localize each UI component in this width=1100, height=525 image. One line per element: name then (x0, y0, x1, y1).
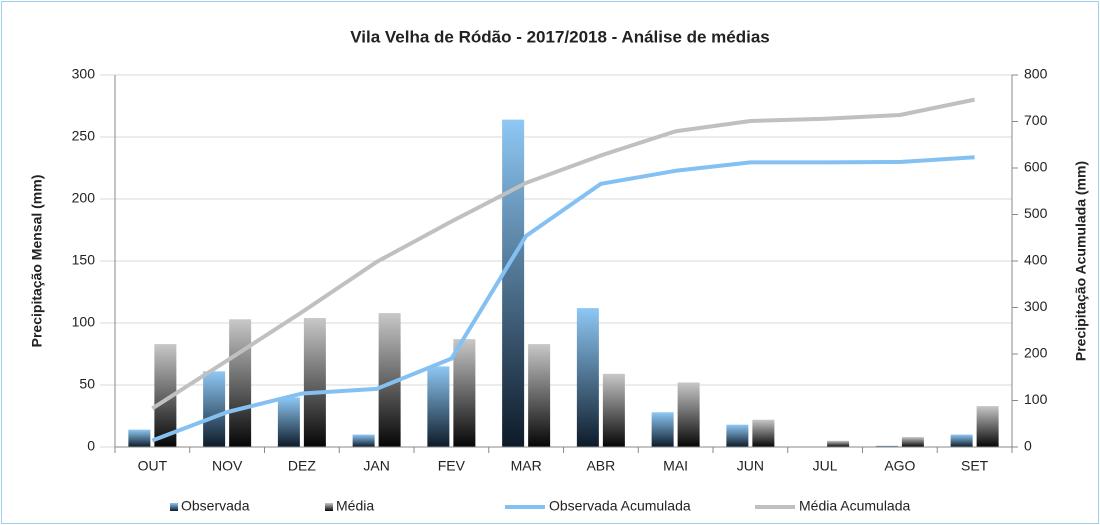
y2-tick-label: 500 (1024, 205, 1048, 221)
bar (303, 318, 326, 447)
bar (453, 339, 476, 447)
x-tick-label: ABR (586, 458, 615, 474)
bar (427, 366, 450, 447)
bar (502, 119, 525, 447)
y2-tick-label: 800 (1024, 66, 1048, 82)
y2-tick-label: 300 (1024, 298, 1048, 314)
y2-tick-label: 0 (1024, 438, 1032, 454)
y2-tick-label: 600 (1024, 159, 1048, 175)
y-tick-label: 250 (72, 128, 96, 144)
bar (677, 382, 700, 447)
legend-label: Observada (181, 498, 250, 514)
bar (154, 344, 177, 447)
y-tick-label: 300 (72, 66, 96, 82)
y-tick-label: 150 (72, 252, 96, 268)
bar (875, 445, 898, 447)
legend-label: Observada Acumulada (549, 498, 691, 514)
x-tick-label: DEZ (288, 458, 316, 474)
legend-label: Média Acumulada (799, 498, 911, 514)
x-tick-label: MAR (511, 458, 542, 474)
x-tick-label: AGO (884, 458, 915, 474)
bar (229, 319, 252, 447)
bar (827, 440, 850, 447)
bar (378, 313, 401, 447)
bar (752, 419, 775, 447)
bar (726, 424, 749, 447)
bar (352, 434, 375, 447)
bar (602, 373, 625, 447)
y2-tick-label: 200 (1024, 345, 1048, 361)
line (151, 97, 976, 411)
y2-tick-label: 400 (1024, 252, 1048, 268)
x-tick-label: JUN (737, 458, 764, 474)
x-tick-label: JUL (813, 458, 838, 474)
y-tick-label: 50 (79, 376, 95, 392)
bar (277, 397, 300, 447)
x-tick-label: JAN (363, 458, 389, 474)
legend-swatch (170, 503, 178, 511)
bar (203, 371, 226, 447)
legend-swatch (325, 503, 333, 511)
bar (651, 412, 674, 447)
y2-tick-label: 100 (1024, 391, 1048, 407)
bar (950, 434, 973, 447)
y-tick-label: 100 (72, 314, 96, 330)
x-tick-label: MAI (663, 458, 688, 474)
x-tick-label: FEV (438, 458, 466, 474)
bar (976, 406, 999, 447)
x-tick-label: SET (961, 458, 989, 474)
y-tick-label: 0 (87, 438, 95, 454)
chart-title: Vila Velha de Ródão - 2017/2018 - Anális… (350, 27, 770, 46)
y-axis-title: Precipitação Mensal (mm) (29, 175, 45, 348)
x-tick-label: NOV (212, 458, 243, 474)
bar (128, 429, 151, 447)
y-tick-label: 200 (72, 190, 96, 206)
legend-label: Média (336, 498, 374, 514)
y2-axis-title: Precipitação Acumulada (mm) (1073, 161, 1089, 361)
y2-tick-label: 700 (1024, 112, 1048, 128)
bar (901, 437, 924, 447)
line (151, 155, 975, 443)
bar (528, 344, 551, 447)
bar (576, 308, 599, 447)
x-tick-label: OUT (138, 458, 168, 474)
